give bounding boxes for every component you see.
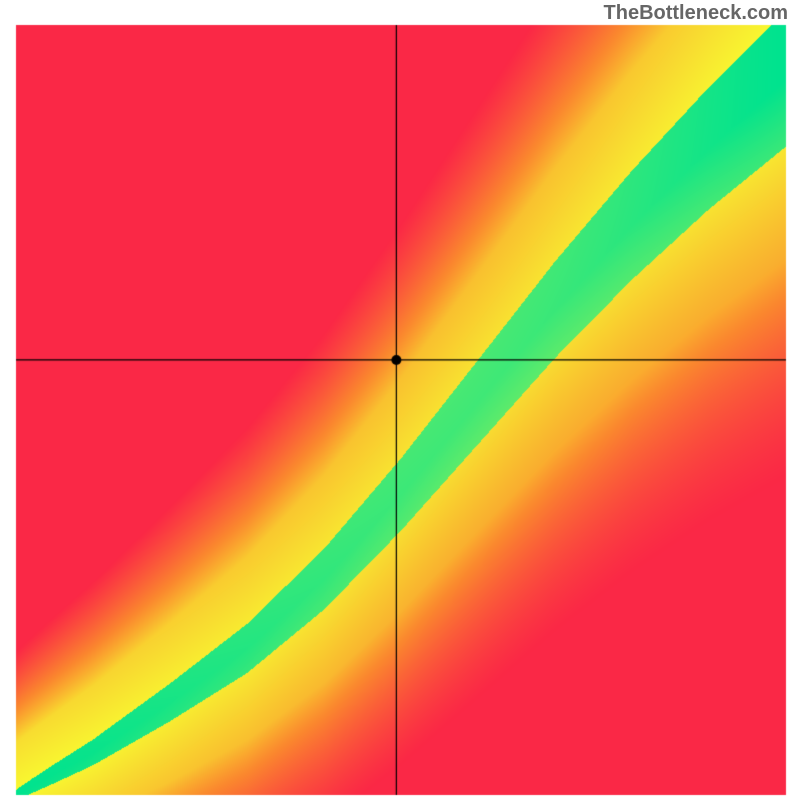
bottleneck-heatmap [0, 0, 800, 800]
watermark-text: TheBottleneck.com [604, 2, 788, 25]
chart-container: { "watermark": { "text": "TheBottleneck.… [0, 0, 800, 800]
